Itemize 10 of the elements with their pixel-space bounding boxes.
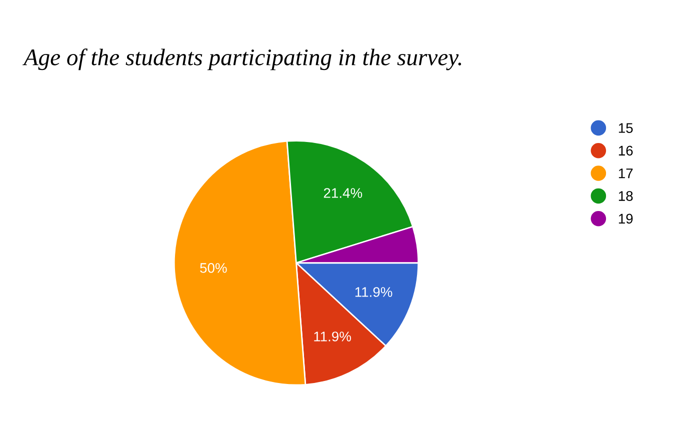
data-label: 21.4% <box>324 188 362 198</box>
legend-label: 19 <box>618 214 633 224</box>
legend-label: 15 <box>618 123 633 133</box>
data-label: 11.9% <box>314 332 351 342</box>
legend-label: 18 <box>618 191 633 201</box>
chart-title: Age of the students participating in the survey. <box>22 48 462 70</box>
legend-label: 17 <box>618 168 633 178</box>
legend-label: 16 <box>618 146 633 156</box>
data-label: 50% <box>200 263 227 273</box>
data-label: 11.9% <box>355 287 392 297</box>
